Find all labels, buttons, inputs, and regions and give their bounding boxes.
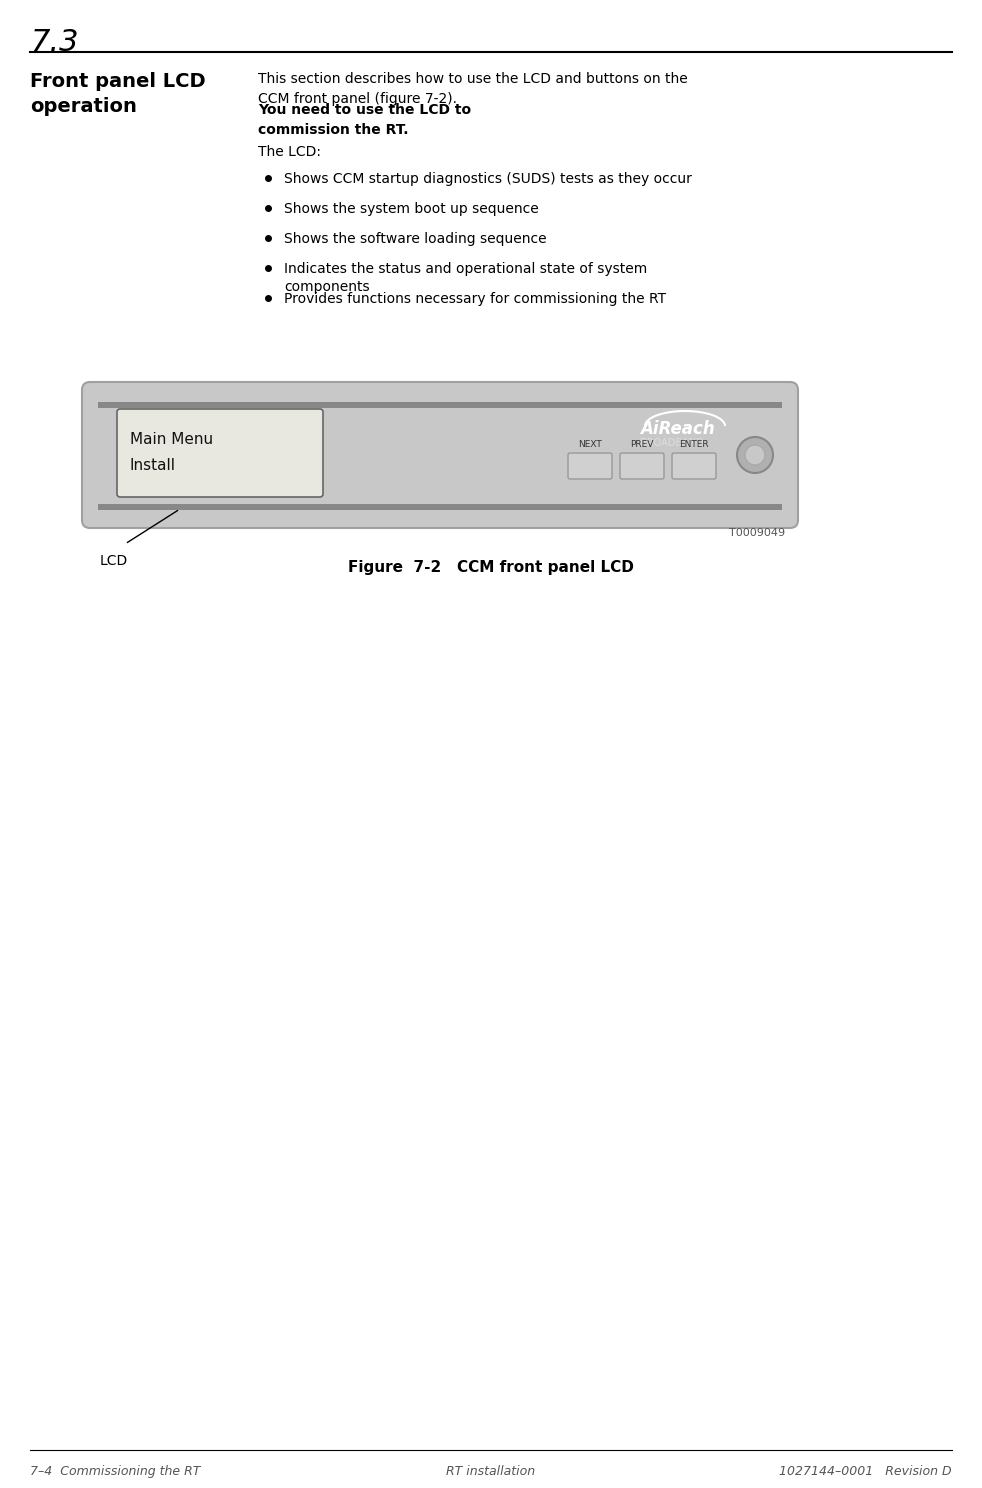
Text: Provides functions necessary for commissioning the RT: Provides functions necessary for commiss…	[284, 292, 666, 307]
Bar	[98, 504, 782, 510]
Text: RT installation: RT installation	[447, 1466, 535, 1478]
Circle shape	[737, 437, 773, 473]
Text: Figure  7-2   CCM front panel LCD: Figure 7-2 CCM front panel LCD	[348, 559, 634, 574]
Text: Main Menu: Main Menu	[130, 432, 213, 446]
Bar	[98, 402, 782, 408]
Text: Shows CCM startup diagnostics (SUDS) tests as they occur: Shows CCM startup diagnostics (SUDS) tes…	[284, 173, 692, 186]
Text: 7–4  Commissioning the RT: 7–4 Commissioning the RT	[30, 1466, 200, 1478]
Circle shape	[745, 445, 765, 466]
Text: ENTER: ENTER	[680, 440, 709, 449]
Text: Install: Install	[130, 458, 176, 473]
Text: PREV: PREV	[630, 440, 654, 449]
Text: This section describes how to use the LCD and buttons on the
CCM front panel (fi: This section describes how to use the LC…	[258, 71, 687, 106]
Text: You need to use the LCD to
commission the RT.: You need to use the LCD to commission th…	[258, 103, 471, 137]
FancyBboxPatch shape	[117, 409, 323, 497]
Text: 1027144–0001   Revision D: 1027144–0001 Revision D	[780, 1466, 952, 1478]
Text: Shows the system boot up sequence: Shows the system boot up sequence	[284, 202, 539, 216]
Text: 7.3: 7.3	[30, 28, 79, 57]
Text: Indicates the status and operational state of system
components: Indicates the status and operational sta…	[284, 262, 647, 295]
FancyBboxPatch shape	[568, 452, 612, 479]
FancyBboxPatch shape	[672, 452, 716, 479]
Text: AiReach: AiReach	[640, 420, 715, 437]
Text: BROADBAND: BROADBAND	[640, 437, 704, 448]
FancyBboxPatch shape	[620, 452, 664, 479]
Text: Shows the software loading sequence: Shows the software loading sequence	[284, 232, 547, 246]
Text: The LCD:: The LCD:	[258, 144, 321, 159]
Text: T0009049: T0009049	[729, 528, 785, 539]
Text: NEXT: NEXT	[578, 440, 602, 449]
FancyBboxPatch shape	[82, 382, 798, 528]
Text: Front panel LCD
operation: Front panel LCD operation	[30, 71, 205, 116]
Text: LCD: LCD	[100, 554, 129, 568]
